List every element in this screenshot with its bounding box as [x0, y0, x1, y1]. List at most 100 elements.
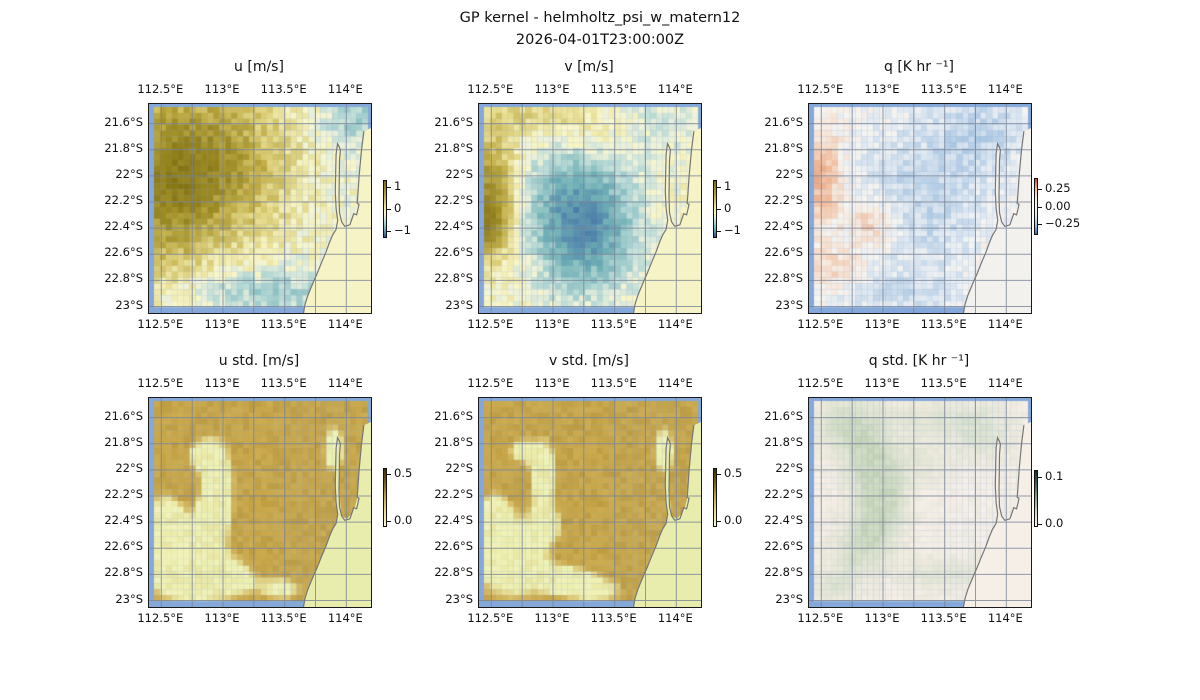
colorbar-tick-label: 0.0 [1045, 516, 1064, 531]
graticule-gridlines [479, 398, 701, 607]
colorbar-tickmark [1038, 224, 1042, 226]
x-tick-label-bottom: 114°E [987, 611, 1023, 625]
subplot-map-q [808, 103, 1032, 314]
y-tick-label: 22.8°S [764, 565, 803, 580]
coastline-0 [671, 131, 695, 227]
x-tick-label-bottom: 114°E [327, 317, 363, 331]
y-tick-label: 22.2°S [764, 487, 803, 502]
colorbar-tick-label: 0.5 [394, 465, 413, 480]
coastline-0 [1001, 131, 1025, 227]
subplot-title-q_std: q std. [K hr ⁻¹] [868, 353, 970, 369]
graticule-gridlines [809, 104, 1031, 313]
y-tick-label: 21.8°S [764, 140, 803, 155]
coastline-0 [341, 425, 365, 521]
subplot-title-q: q [K hr ⁻¹] [884, 59, 954, 75]
x-tick-label-top: 112.5°E [137, 376, 184, 390]
x-tick-label-bottom: 113.5°E [260, 317, 307, 331]
y-tick-label: 22.2°S [104, 193, 143, 208]
y-tick-label: 21.8°S [104, 434, 143, 449]
y-tick-label: 23°S [775, 297, 803, 312]
y-tick-label: 23°S [775, 591, 803, 606]
coastline-0 [1001, 425, 1025, 521]
x-tick-label-bottom: 113.5°E [260, 611, 307, 625]
coastline-2 [302, 514, 339, 607]
y-tick-label: 21.6°S [104, 408, 143, 423]
y-tick-label: 22°S [445, 460, 473, 475]
colorbar-v [713, 180, 717, 238]
subplot-map-q_std [808, 397, 1032, 608]
colorbar-u_std [383, 468, 387, 527]
x-tick-label-top: 113°E [534, 82, 570, 96]
x-tick-label-top: 113°E [534, 376, 570, 390]
y-tick-label: 22°S [775, 460, 803, 475]
y-tick-label: 22.2°S [764, 193, 803, 208]
subplot-map-u_std [148, 397, 372, 608]
map-overlay-u_std [149, 398, 371, 607]
figure-timestamp: 2026-04-01T23:00:00Z [515, 32, 685, 48]
coastline-0 [341, 131, 365, 227]
coastline-2 [632, 514, 669, 607]
map-overlay-q [809, 104, 1031, 313]
y-tick-label: 21.6°S [104, 114, 143, 129]
colorbar-tick-label: −0.25 [1045, 216, 1081, 231]
map-overlay-v_std [479, 398, 701, 607]
x-tick-label-top: 114°E [327, 376, 363, 390]
y-tick-label: 22°S [445, 166, 473, 181]
subplot-title-v_std: v std. [m/s] [549, 353, 629, 369]
subplot-title-v: v [m/s] [564, 59, 614, 75]
colorbar-tick-label: −1 [394, 223, 411, 238]
x-tick-label-top: 112.5°E [797, 82, 844, 96]
x-tick-label-bottom: 113°E [534, 317, 570, 331]
subplot-title-u: u [m/s] [234, 59, 284, 75]
coastline-1 [334, 141, 343, 223]
colorbar-tick-label: −1 [724, 223, 741, 238]
y-tick-label: 21.6°S [434, 114, 473, 129]
coastline-2 [962, 220, 999, 313]
colorbar-tick-label: 1 [394, 178, 402, 193]
colorbar-tickmark [1038, 206, 1042, 208]
y-tick-label: 22.2°S [434, 193, 473, 208]
x-tick-label-top: 113.5°E [920, 82, 967, 96]
subplot-map-v_std [478, 397, 702, 608]
x-tick-label-bottom: 114°E [327, 611, 363, 625]
graticule-gridlines [149, 104, 371, 313]
x-tick-label-bottom: 113.5°E [920, 317, 967, 331]
x-tick-label-bottom: 112.5°E [137, 317, 184, 331]
colorbar-tickmark [1038, 476, 1042, 478]
x-tick-label-top: 113.5°E [260, 82, 307, 96]
coastline-1 [994, 141, 1003, 223]
x-tick-label-bottom: 114°E [657, 317, 693, 331]
colorbar-tick-label: 0.1 [1045, 468, 1064, 483]
colorbar-tickmark [1038, 524, 1042, 526]
x-tick-label-top: 112.5°E [467, 376, 514, 390]
x-tick-label-bottom: 113.5°E [920, 611, 967, 625]
coastline-2 [962, 514, 999, 607]
colorbar-tick-label: 0 [394, 201, 402, 215]
y-tick-label: 23°S [115, 591, 143, 606]
y-tick-label: 23°S [445, 591, 473, 606]
x-tick-label-top: 112.5°E [797, 376, 844, 390]
y-tick-label: 22.6°S [104, 539, 143, 554]
x-tick-label-bottom: 112.5°E [137, 611, 184, 625]
y-tick-label: 22.4°S [104, 513, 143, 528]
subplot-title-u_std: u std. [m/s] [218, 353, 300, 369]
x-tick-label-bottom: 113.5°E [590, 611, 637, 625]
x-tick-label-top: 114°E [987, 82, 1023, 96]
coastline-1 [334, 435, 343, 517]
x-tick-label-bottom: 112.5°E [467, 611, 514, 625]
colorbar-q_std [1034, 470, 1038, 527]
y-tick-label: 22.6°S [764, 245, 803, 260]
y-tick-label: 22.8°S [104, 565, 143, 580]
x-tick-label-top: 112.5°E [137, 82, 184, 96]
colorbar-tick-label: 0.0 [724, 513, 743, 528]
colorbar-tickmark [717, 186, 721, 188]
coastline-0 [671, 425, 695, 521]
colorbar-tick-label: 0.0 [394, 513, 413, 528]
x-tick-label-bottom: 113°E [204, 317, 240, 331]
x-tick-label-top: 113.5°E [260, 376, 307, 390]
colorbar-tickmark [717, 209, 721, 210]
figure-title: GP kernel - helmholtz_psi_w_matern12 [459, 10, 741, 26]
coastline-1 [994, 435, 1003, 517]
x-tick-label-bottom: 112.5°E [797, 611, 844, 625]
